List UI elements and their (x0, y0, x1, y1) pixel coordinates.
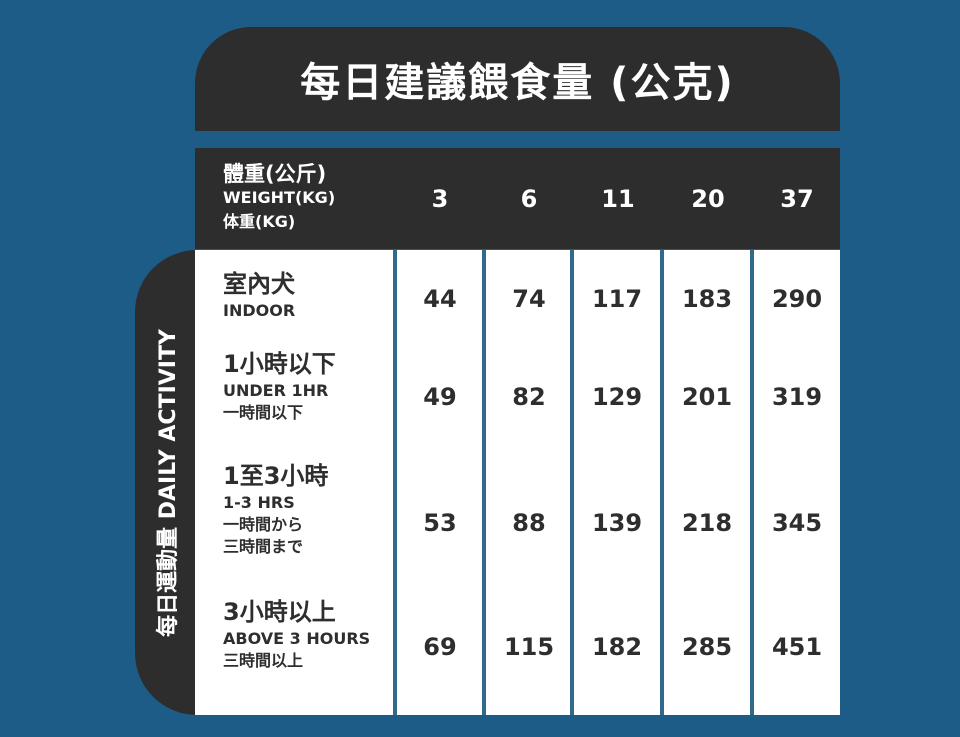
column-divider (482, 250, 486, 715)
table-cell: 88 (512, 509, 546, 537)
row-label-en: ABOVE 3 HOURS (223, 629, 371, 648)
row-label-ja: 一時間から (223, 515, 304, 534)
row-label: 1至3小時 1-3 HRS 一時間から三時間まで (223, 460, 328, 558)
weight-label: 體重(公斤) WEIGHT(KG) 体重(KG) (223, 162, 335, 234)
weight-label-zh: 體重(公斤) (223, 162, 327, 186)
table-cell: 115 (503, 633, 555, 661)
table-header: 體重(公斤) WEIGHT(KG) 体重(KG) 3 6 11 20 37 (195, 148, 840, 249)
table-cell: 74 (512, 285, 546, 313)
row-label: 室內犬 INDOOR (223, 268, 295, 322)
column-divider (570, 250, 574, 715)
weight-header: 20 (691, 184, 725, 213)
row-label-zh: 1至3小時 (223, 462, 329, 490)
table-cell: 451 (771, 633, 823, 661)
row-label-en: 1-3 HRS (223, 493, 295, 512)
row-label-ja: 三時間以上 (223, 651, 304, 670)
row-label-ja: 三時間まで (223, 537, 304, 556)
table-cell: 319 (771, 383, 823, 411)
table-cell: 201 (681, 383, 733, 411)
table-cell: 285 (681, 633, 733, 661)
weight-header: 37 (780, 184, 814, 213)
weight-header: 3 (431, 184, 449, 213)
table-cell: 49 (423, 383, 457, 411)
table-cell: 82 (512, 383, 546, 411)
weight-header: 6 (520, 184, 538, 213)
table-cell: 183 (681, 285, 733, 313)
table-cell: 69 (423, 633, 457, 661)
table-cell: 345 (771, 509, 823, 537)
column-divider (660, 250, 664, 715)
row-label-en: INDOOR (223, 301, 296, 320)
row-label-zh: 室內犬 (223, 270, 295, 298)
daily-activity-text: 每日運動量 DAILY ACTIVITY (156, 328, 181, 637)
weight-label-en: WEIGHT(KG) (223, 188, 336, 207)
row-label-en: UNDER 1HR (223, 381, 329, 400)
table-cell: 218 (681, 509, 733, 537)
weight-label-ja: 体重(KG) (223, 212, 296, 231)
table-cell: 53 (423, 509, 457, 537)
row-label: 1小時以下 UNDER 1HR 一時間以下 (223, 348, 336, 424)
row-label-ja: 一時間以下 (223, 403, 304, 422)
table-cell: 182 (591, 633, 643, 661)
table-cell: 139 (591, 509, 643, 537)
table-cell: 117 (591, 285, 643, 313)
weight-header: 11 (601, 184, 635, 213)
column-divider (750, 250, 754, 715)
table-cell: 44 (423, 285, 457, 313)
table-cell: 129 (591, 383, 643, 411)
feeding-table: 室內犬 INDOOR 44 74 117 183 290 1小時以下 UNDER 1HR 一時間以… (195, 250, 840, 715)
row-label-zh: 3小時以上 (223, 598, 336, 626)
table-cell: 290 (771, 285, 823, 313)
row-label: 3小時以上 ABOVE 3 HOURS 三時間以上 (223, 596, 370, 672)
column-divider (393, 250, 397, 715)
row-label-zh: 1小時以下 (223, 350, 336, 378)
daily-activity-label: 每日運動量 DAILY ACTIVITY (135, 250, 197, 715)
page-title: 每日建議餵食量 (公克) (195, 27, 840, 131)
